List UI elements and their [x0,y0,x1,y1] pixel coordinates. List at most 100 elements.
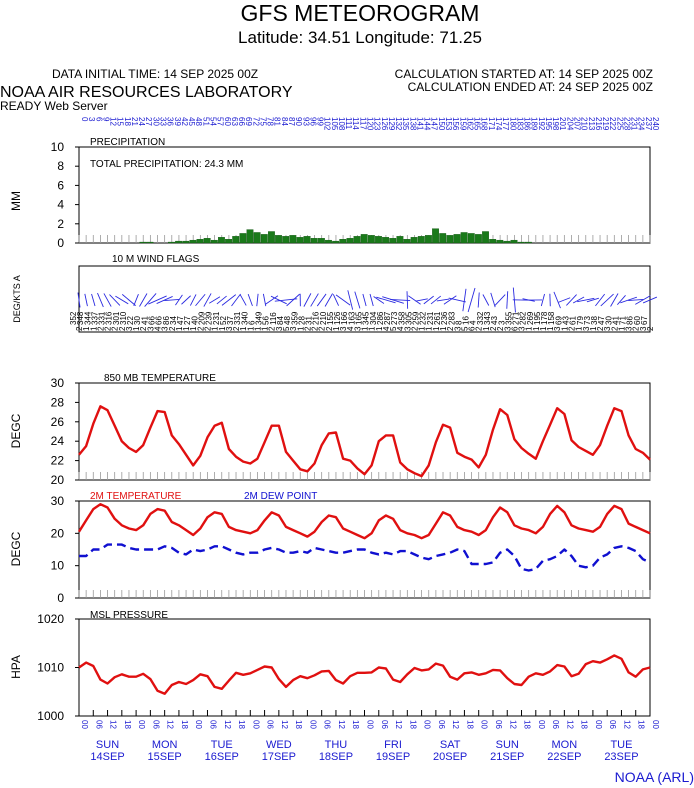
precip-bar [432,228,439,244]
wind-direction-label: 47 [176,316,185,325]
forecast-hour-label: 228 [622,117,631,131]
forecast-hour-label: 153 [444,117,453,131]
wind-barb [203,293,212,307]
precip-y-tick-label: 6 [57,178,64,192]
wind-speed-label: 2 [268,326,277,331]
dewpoint-line [79,543,651,572]
forecast-hour-label: 237 [644,117,653,131]
wind-speed-label: 1 [89,326,98,331]
time-axis-hour-label: 18 [637,720,646,729]
wind-direction-label: 73 [583,316,592,325]
wind-speed-label: 2 [75,326,84,331]
legend-temp: 2M TEMPERATURE [90,491,182,502]
t850-ylabel: DEGC [9,413,23,448]
forecast-hour-label: 51 [201,117,210,126]
forecast-hour-label: 69 [244,117,253,126]
wind-direction-label: 178 [540,311,549,325]
wind-speed-label: 1 [218,326,227,331]
wind-direction-label: 79 [576,316,585,325]
forecast-hour-label: 240 [651,117,660,131]
t850-y-tick-label: 26 [51,415,65,429]
forecast-hour-label: 114 [351,117,360,130]
wind-speed-label: 1 [368,326,377,331]
forecast-hour-label: 204 [565,117,574,131]
forecast-hour-label: 36 [166,117,175,126]
wind-barb [467,287,476,313]
t2m-ylabel: DEGC [9,531,23,566]
date-label: 15SEP [148,751,182,763]
wind-direction-label: 3 [497,320,506,325]
wind-direction-label: 86 [162,316,171,325]
precip-bar [396,236,404,244]
location-subtitle: Latitude: 34.51 Longitude: 71.25 [238,28,482,47]
forecast-hour-label: 141 [415,117,424,131]
wind-direction-label: 43 [561,316,570,325]
precip-bar [339,239,347,244]
day-of-week-label: THU [325,739,348,751]
wind-direction-label: 239 [205,311,214,325]
wind-direction-label: 41 [140,316,149,325]
wind-direction-label: 31 [305,316,314,325]
forecast-hour-label: 117 [358,117,367,130]
forecast-hour-label: 120 [366,117,375,131]
precip-y-tick-label: 10 [51,140,65,154]
precip-bar [474,234,482,244]
legend-dewpoint: 2M DEW POINT [244,491,317,502]
time-axis-hour-label: 18 [351,720,360,729]
forecast-hour-label: 129 [387,117,396,131]
time-axis-hour-label: 06 [437,720,446,729]
wind-barb [436,298,450,302]
wind-speed-label: 3 [125,326,134,331]
wind-speed-label: 1 [175,326,184,331]
t850-title: 850 MB TEMPERATURE [104,373,216,384]
wind-barb [595,293,606,307]
wind-speed-label: 1 [332,326,341,331]
wind-barb [144,293,157,307]
day-of-week-label: FRI [384,739,402,751]
wind-barb [347,290,354,310]
wind-speed-label: 2 [567,326,576,331]
forecast-hour-label: 12 [109,117,118,126]
day-of-week-label: SUN [96,739,119,751]
wind-direction-label: 16 [462,316,471,325]
precip-bar [332,240,340,244]
time-axis-hour-label: 00 [537,720,546,729]
time-axis-hour-label: 06 [208,720,217,729]
wind-direction-label: 56 [262,316,271,325]
wind-speed-label: 2 [496,326,505,331]
forecast-hour-label: 159 [458,117,467,131]
wind-direction-label: 47 [597,316,606,325]
wind-direction-label: 30 [133,316,142,325]
precip-bar [239,233,247,244]
precip-bar [482,231,489,244]
forecast-hour-label: 96 [308,117,317,126]
forecast-hour-label: 219 [601,117,610,131]
wind-speed-label: 1 [182,326,191,331]
forecast-hour-label: 162 [465,117,474,131]
wind-barb [558,297,571,303]
wind-barb [265,295,279,305]
wind-barb [540,293,545,307]
forecast-hour-label: 147 [430,117,439,131]
t2m-y-tick-label: 0 [57,591,64,605]
forecast-hour-label: 0 [80,117,89,122]
wind-barb [270,295,287,305]
time-axis-hour-label: 18 [123,720,132,729]
t850-y-tick-label: 20 [51,473,65,487]
forecast-hour-label: 207 [572,117,581,131]
wind-barb [286,293,300,307]
forecast-hour-label: 78 [266,117,275,126]
wind-speed-label: 1 [525,326,534,331]
time-axis-hour-label: 00 [480,720,489,729]
wind-speed-label: 2 [646,326,655,331]
wind-barb [506,291,509,309]
init-time: DATA INITIAL TIME: 14 SEP 2025 00Z [52,67,258,81]
time-axis-hour-label: 00 [137,720,146,729]
wind-direction-label: 355 [504,311,513,325]
precip-bar [375,236,382,244]
wind-speed-label: 1 [439,326,448,331]
wind-barb [156,296,173,304]
precip-y-tick-label: 4 [57,198,64,212]
wind-barb [139,293,148,307]
